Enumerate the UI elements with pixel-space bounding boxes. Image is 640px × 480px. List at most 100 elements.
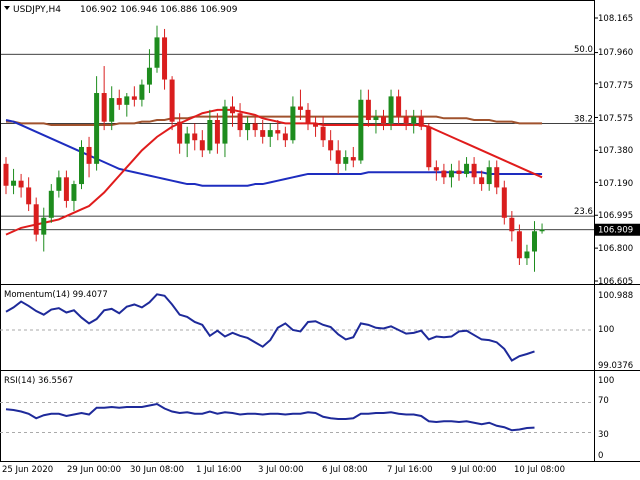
candle[interactable] bbox=[79, 140, 84, 190]
candle-body bbox=[418, 116, 424, 127]
candle-body bbox=[230, 106, 235, 114]
candle[interactable] bbox=[479, 170, 485, 191]
price-axis: 108.165 107.960 107.775 107.575 107.380 … bbox=[594, 14, 640, 287]
candle[interactable] bbox=[418, 109, 424, 131]
candle[interactable] bbox=[275, 119, 281, 141]
candle[interactable] bbox=[146, 49, 152, 94]
candle[interactable] bbox=[131, 86, 137, 107]
candle[interactable] bbox=[297, 89, 303, 120]
candle[interactable] bbox=[471, 157, 477, 185]
candle[interactable] bbox=[207, 109, 213, 154]
candle-body bbox=[479, 177, 485, 185]
candle[interactable] bbox=[41, 207, 47, 252]
candle[interactable] bbox=[177, 113, 183, 154]
candle[interactable] bbox=[237, 103, 243, 137]
candle[interactable] bbox=[396, 89, 402, 124]
candle[interactable] bbox=[433, 160, 439, 181]
candle[interactable] bbox=[260, 119, 266, 144]
candle-body bbox=[260, 130, 266, 137]
candle-body bbox=[11, 180, 17, 186]
fib-level-23-label: 23.6 bbox=[574, 207, 593, 217]
candle-body bbox=[124, 96, 130, 105]
candle[interactable] bbox=[56, 170, 62, 198]
candle-body bbox=[282, 133, 288, 141]
candle[interactable] bbox=[335, 140, 341, 174]
collapse-triangle-icon[interactable] bbox=[4, 6, 10, 10]
candle[interactable] bbox=[373, 109, 379, 134]
candle-body bbox=[411, 116, 417, 124]
sma-fast-line bbox=[5, 108, 543, 236]
candle[interactable] bbox=[63, 170, 69, 208]
candle[interactable] bbox=[441, 163, 447, 185]
candle[interactable] bbox=[33, 197, 39, 242]
candle[interactable] bbox=[184, 126, 190, 158]
candle[interactable] bbox=[532, 221, 537, 272]
candle[interactable] bbox=[252, 116, 258, 137]
candle-body bbox=[365, 99, 371, 120]
candle[interactable] bbox=[516, 224, 522, 265]
candle[interactable] bbox=[290, 96, 296, 144]
price-label-1: 107.960 bbox=[598, 48, 633, 58]
momentum-pane[interactable]: Momentum(14) 99.4077 100.988 100 99.0376 bbox=[0, 290, 633, 371]
candle[interactable] bbox=[192, 123, 198, 151]
momentum-axis-bottom: 99.0376 bbox=[598, 361, 633, 371]
candle[interactable] bbox=[282, 126, 288, 147]
candle[interactable] bbox=[494, 160, 500, 195]
candle[interactable] bbox=[509, 211, 515, 242]
candle[interactable] bbox=[388, 89, 394, 131]
candle[interactable] bbox=[222, 99, 228, 158]
candle[interactable] bbox=[343, 150, 349, 171]
candle[interactable] bbox=[214, 113, 220, 154]
candle[interactable] bbox=[313, 116, 319, 137]
candle[interactable] bbox=[524, 244, 530, 265]
candle[interactable] bbox=[3, 157, 9, 195]
candle[interactable] bbox=[26, 177, 32, 212]
candle[interactable] bbox=[109, 86, 115, 131]
candle[interactable] bbox=[486, 160, 492, 191]
candle-body bbox=[532, 231, 537, 252]
rsi-pane[interactable]: RSI(14) 36.5567 100 70 30 0 bbox=[0, 376, 614, 461]
candle[interactable] bbox=[403, 109, 409, 131]
rsi-axis-70: 70 bbox=[598, 396, 609, 406]
candle[interactable] bbox=[539, 223, 545, 234]
candle[interactable] bbox=[456, 160, 462, 181]
price-label-7: 106.800 bbox=[598, 244, 633, 254]
candle[interactable] bbox=[162, 28, 168, 90]
candle[interactable] bbox=[381, 109, 386, 131]
candle[interactable] bbox=[48, 184, 54, 223]
candle-body bbox=[320, 126, 326, 141]
candle[interactable] bbox=[328, 130, 334, 161]
candle[interactable] bbox=[358, 89, 364, 164]
candle[interactable] bbox=[86, 136, 92, 178]
fib-level-38-label: 38.2 bbox=[574, 114, 593, 124]
candle[interactable] bbox=[94, 76, 100, 171]
candle[interactable] bbox=[139, 79, 145, 107]
candle[interactable] bbox=[267, 123, 273, 147]
candle[interactable] bbox=[245, 116, 251, 141]
candle-body bbox=[26, 187, 32, 205]
candle-body bbox=[403, 116, 409, 124]
candle-body bbox=[184, 133, 190, 144]
candle[interactable] bbox=[305, 103, 311, 131]
candle[interactable] bbox=[101, 66, 107, 131]
momentum-axis-mid: 100 bbox=[598, 325, 614, 335]
candle[interactable] bbox=[350, 146, 356, 168]
candle[interactable] bbox=[230, 96, 235, 127]
candle[interactable] bbox=[199, 130, 205, 158]
candle[interactable] bbox=[154, 25, 160, 73]
candle[interactable] bbox=[365, 89, 371, 127]
candle[interactable] bbox=[426, 123, 432, 171]
candle[interactable] bbox=[124, 93, 130, 117]
candle[interactable] bbox=[71, 180, 77, 212]
candle[interactable] bbox=[320, 116, 326, 147]
candle[interactable] bbox=[464, 157, 470, 178]
candle[interactable] bbox=[169, 76, 175, 131]
candle-body bbox=[433, 167, 439, 171]
candle[interactable] bbox=[448, 163, 454, 188]
candle[interactable] bbox=[116, 89, 122, 110]
candle[interactable] bbox=[11, 168, 17, 195]
candle[interactable] bbox=[411, 109, 417, 134]
candle[interactable] bbox=[18, 173, 24, 198]
candle[interactable] bbox=[501, 180, 507, 225]
